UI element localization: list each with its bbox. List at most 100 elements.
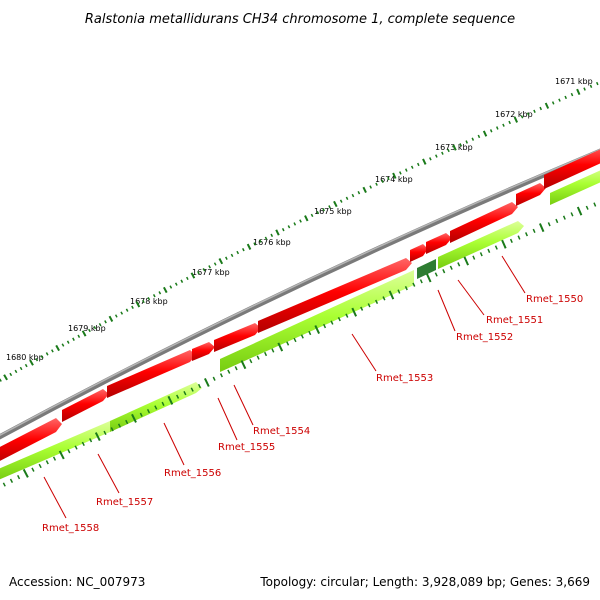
ruler-tick (419, 279, 423, 284)
ruler-tick (564, 95, 567, 100)
gene-arrow-forward[interactable] (516, 183, 546, 206)
ruler-tick (330, 320, 334, 325)
ruler-tick (286, 341, 290, 346)
ruler-tick (551, 101, 555, 105)
kbp-tick-label: 1672 kbp (495, 110, 533, 119)
ruler-tick (399, 171, 402, 175)
ruler-tick (22, 468, 29, 478)
ruler-tick (230, 253, 234, 258)
ruler-tick (169, 285, 173, 289)
gene-leader-line (457, 279, 485, 316)
ruler-tick (120, 311, 124, 315)
ruler-tick (405, 168, 408, 172)
ruler-tick (98, 323, 102, 327)
ruler-tick (558, 98, 561, 102)
ruler-tick (72, 337, 75, 341)
gene-arrow-forward[interactable] (192, 342, 215, 361)
kbp-tick-label: 1671 kbp (555, 77, 593, 86)
ruler-tick (104, 320, 107, 324)
gene-arrow-reverse[interactable] (438, 221, 524, 269)
ruler-tick (152, 294, 156, 298)
ruler-tick (154, 405, 158, 410)
ruler-tick (333, 200, 338, 208)
ruler-tick (593, 202, 597, 207)
gene-arrow-forward[interactable] (214, 323, 261, 352)
ruler-tick (429, 157, 432, 161)
gene-label[interactable]: Rmet_1554 (253, 426, 310, 437)
gene-label[interactable]: Rmet_1557 (96, 497, 153, 508)
ruler-tick (482, 130, 488, 137)
gene-arrow-forward[interactable] (258, 258, 412, 333)
gene-arrow-forward[interactable] (62, 389, 109, 422)
ruler-tick (67, 449, 71, 454)
ruler-tick (17, 474, 21, 480)
ruler-tick (479, 252, 483, 257)
ruler-tick (308, 330, 312, 336)
gene-arrow-forward[interactable] (410, 244, 428, 262)
ruler-tick (452, 144, 457, 151)
kbp-tick-label: 1679 kbp (68, 324, 106, 333)
ruler-tick (3, 374, 8, 381)
ruler-tick (203, 377, 210, 387)
gene-label[interactable]: Rmet_1550 (526, 294, 583, 305)
ruler-tick (139, 412, 143, 417)
gene-arrow-forward[interactable] (544, 145, 600, 189)
gene-leader-line (437, 289, 456, 332)
ruler-tick (176, 394, 180, 399)
ruler-tick (533, 109, 536, 113)
gene-arrow-reverse[interactable] (550, 166, 600, 205)
ruler-tick (351, 193, 355, 198)
gene-arrow-reverse-highlight[interactable] (417, 259, 436, 279)
ruler-tick (131, 305, 134, 309)
ruler-tick (29, 359, 34, 366)
ruler-tick (208, 265, 211, 269)
ruler-tick (190, 272, 196, 279)
ruler-tick (256, 355, 260, 360)
ruler-tick (19, 366, 23, 371)
ruler-tick (213, 262, 217, 266)
ruler-tick (93, 325, 97, 330)
ruler-tick (135, 301, 141, 308)
ruler-tick (459, 143, 462, 147)
ruler-tick (345, 313, 349, 318)
ruler-tick (125, 308, 129, 312)
ruler-tick (61, 343, 65, 347)
gene-arrow-forward[interactable] (450, 202, 518, 243)
gene-label[interactable]: Rmet_1555 (218, 442, 275, 453)
ruler-tick (88, 328, 91, 333)
gene-leader-line (97, 453, 120, 494)
ruler-tick (525, 232, 528, 237)
ruler-tick (0, 378, 2, 382)
ruler-tick (397, 289, 401, 294)
gene-arrow-forward[interactable] (0, 418, 62, 466)
ruler-tick (125, 419, 129, 425)
gene-arrow-forward[interactable] (107, 350, 196, 398)
ruler-tick (547, 222, 551, 227)
gene-arrow-forward[interactable] (426, 233, 452, 254)
gene-label[interactable]: Rmet_1556 (164, 468, 221, 479)
ruler-tick (58, 450, 65, 460)
ruler-tick (585, 205, 589, 210)
gene-label[interactable]: Rmet_1558 (42, 523, 99, 534)
ruler-tick (246, 243, 252, 250)
gene-leader-line (351, 333, 377, 372)
gene-arrow-reverse[interactable] (0, 421, 110, 481)
gene-label[interactable]: Rmet_1551 (486, 315, 543, 326)
ruler-tick (422, 158, 427, 165)
ruler-tick (108, 315, 114, 322)
ruler-tick (89, 438, 93, 443)
ruler-tick (253, 242, 257, 246)
ruler-tick (494, 245, 498, 250)
ruler-tick (212, 376, 216, 381)
ruler-tick (555, 218, 559, 224)
ruler-tick (24, 363, 28, 368)
ruler-tick (509, 238, 513, 244)
forward-strand-genes (0, 145, 600, 466)
ruler-tick (94, 432, 101, 442)
gene-label[interactable]: Rmet_1552 (456, 332, 513, 343)
ruler-tick (583, 87, 586, 91)
ruler-tick (271, 348, 275, 353)
gene-label[interactable]: Rmet_1553 (376, 373, 433, 384)
inner-tick-ring (2, 202, 597, 487)
gene-arrow-reverse[interactable] (220, 270, 414, 372)
